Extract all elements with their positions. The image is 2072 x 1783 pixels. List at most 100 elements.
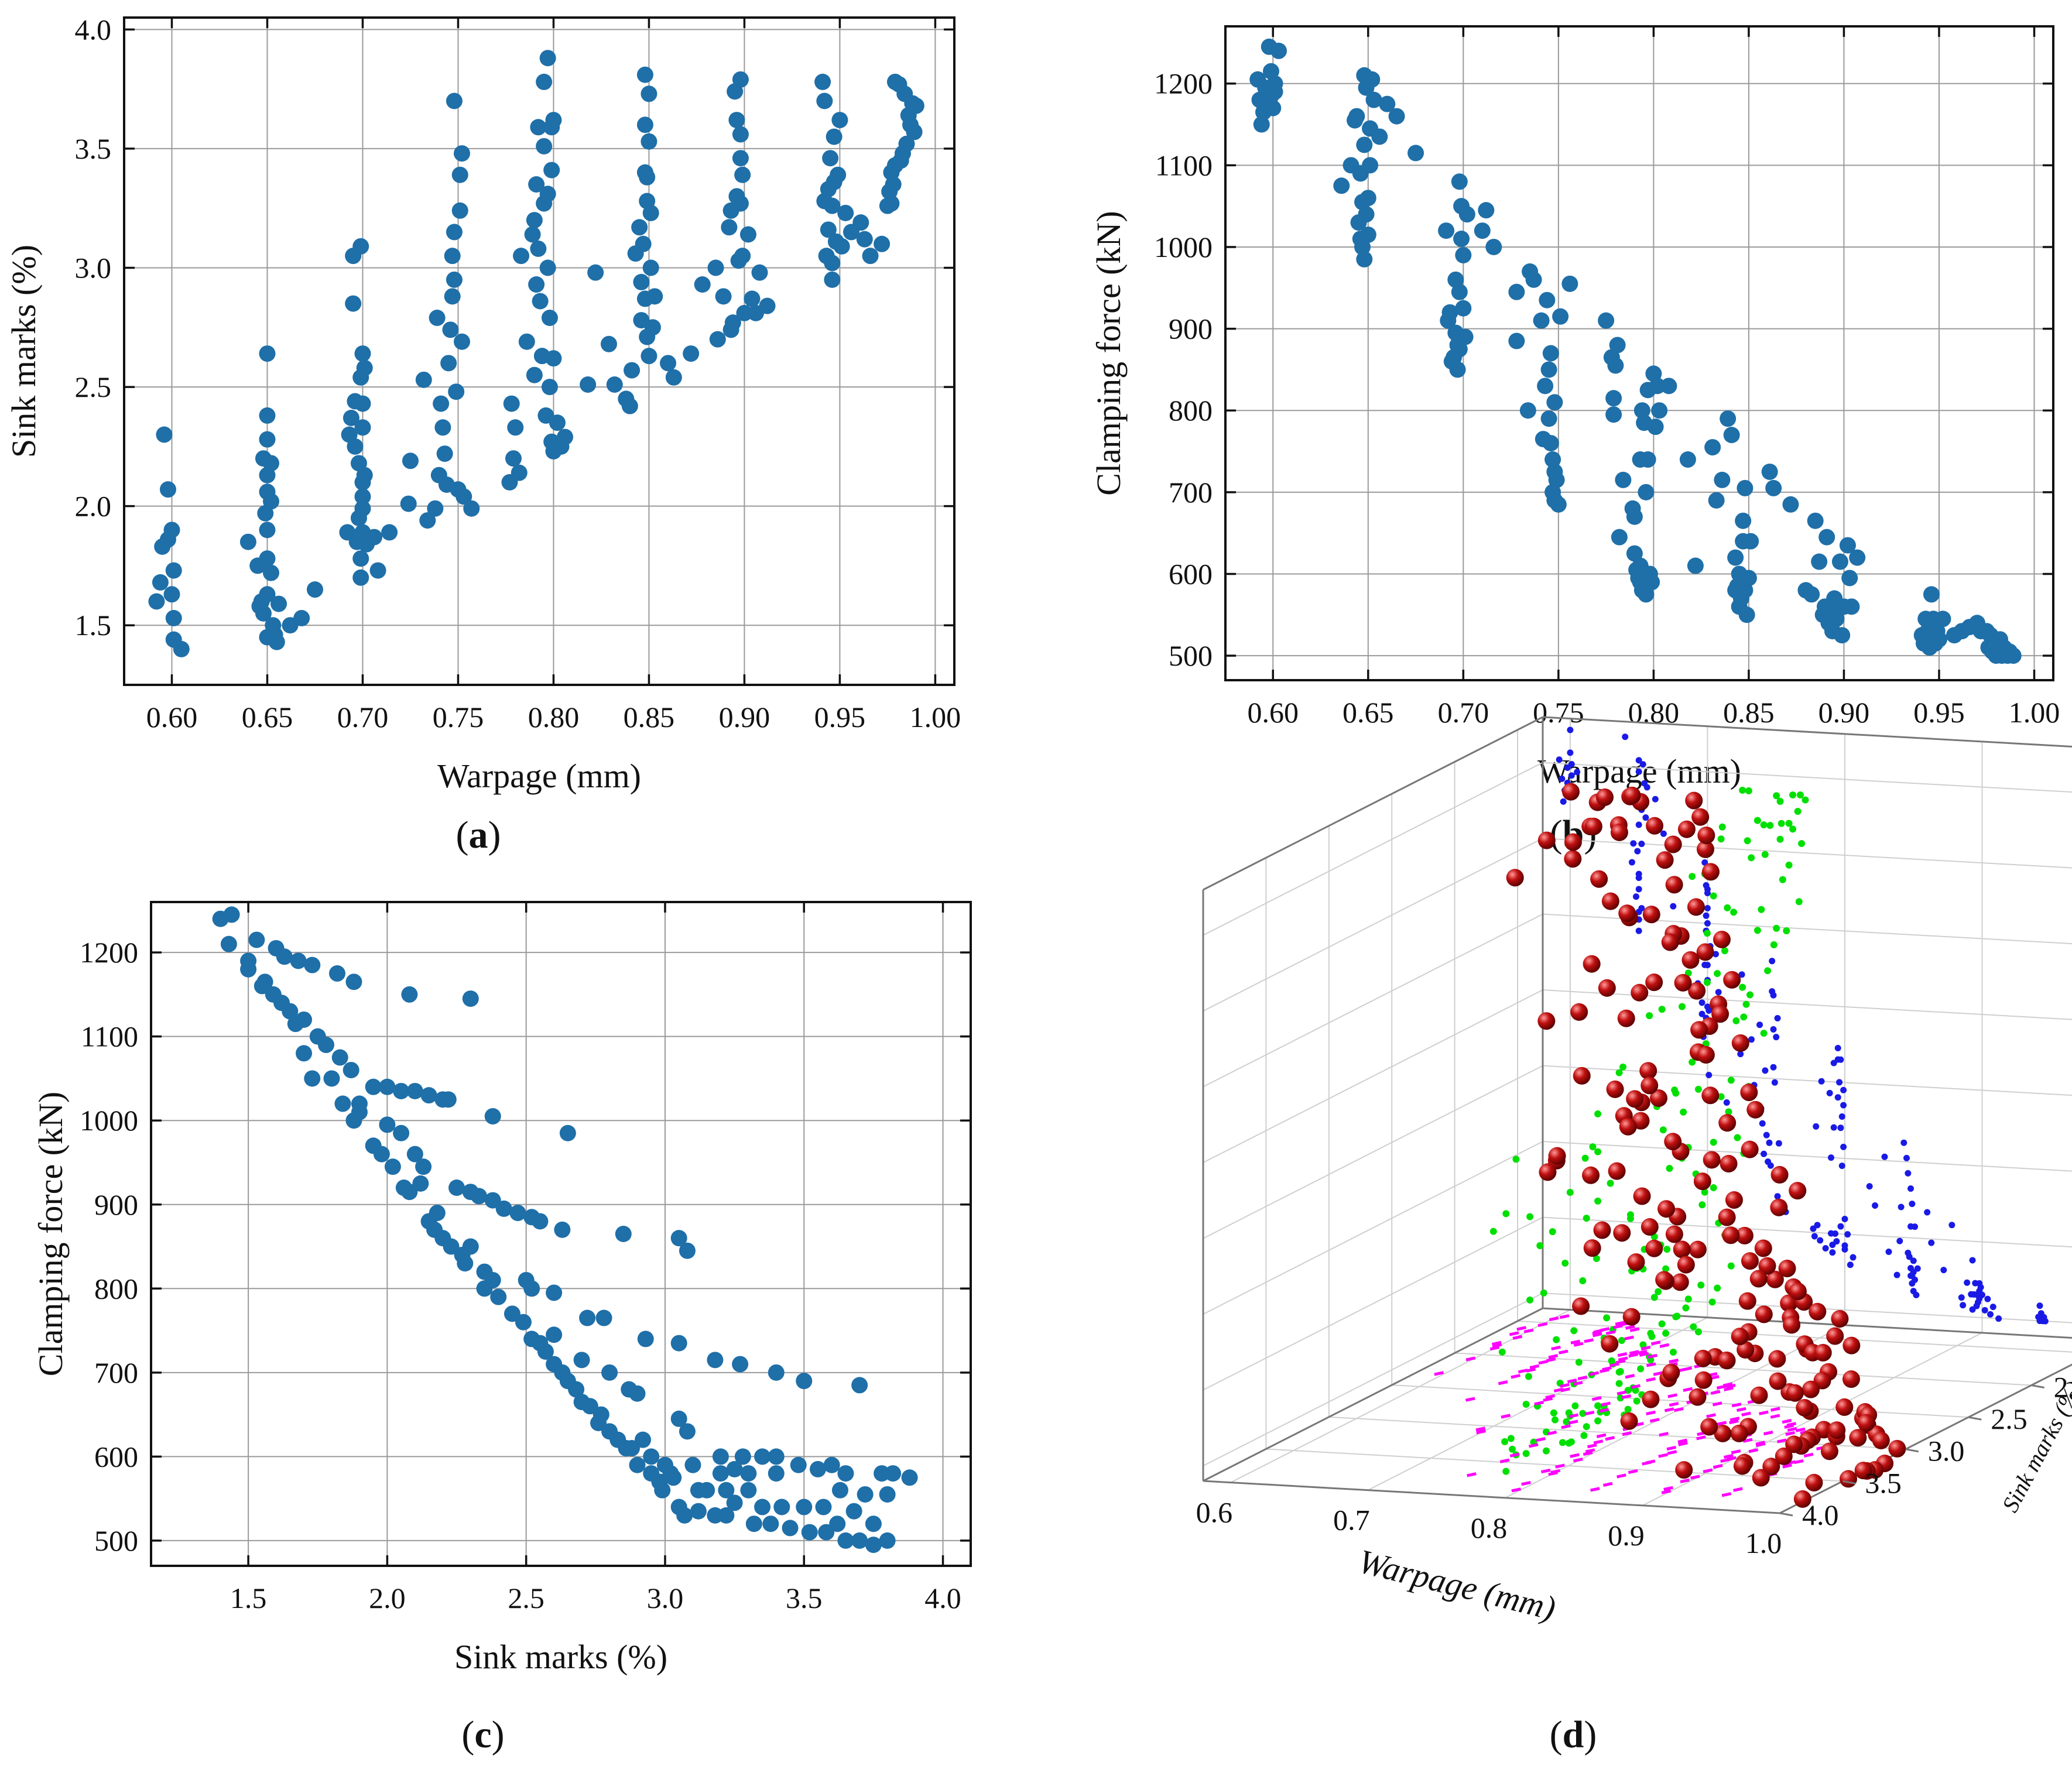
data-point (453, 333, 470, 350)
data-point (1607, 357, 1624, 374)
projection-sink-clamping-point (1540, 1289, 1547, 1297)
data-point (857, 1486, 874, 1503)
data-point (641, 133, 657, 150)
projection-warpage-clamping-point (1832, 1230, 1839, 1237)
data-point-3d (1639, 1062, 1657, 1080)
y-tick (2031, 1384, 2044, 1388)
data-point (1598, 312, 1615, 329)
projection-sink-clamping-point (1522, 1400, 1530, 1408)
data-point (851, 1377, 868, 1394)
projection-warpage-clamping-point (1770, 1026, 1777, 1033)
projection-warpage-clamping-point (1840, 1102, 1847, 1109)
data-point (429, 310, 446, 326)
y-tick-label: 1200 (1154, 67, 1213, 100)
projection-sink-clamping-point (1694, 1328, 1702, 1336)
data-point-3d (1703, 1151, 1721, 1169)
data-point (446, 92, 463, 109)
projection-sink-clamping-point (1785, 861, 1793, 869)
projection-warpage-sink-mark (1663, 1486, 1673, 1491)
projection-sink-clamping-point (1672, 1089, 1680, 1097)
data-point (732, 1356, 749, 1373)
projection-warpage-sink-mark (1664, 1407, 1674, 1412)
backwall-gridline (1542, 762, 2072, 793)
projection-warpage-sink-mark (1558, 1349, 1568, 1355)
data-point (296, 1045, 313, 1062)
data-point (865, 1537, 882, 1554)
data-point (276, 948, 293, 965)
projection-warpage-clamping-point (1774, 1193, 1781, 1200)
data-point (1540, 361, 1557, 378)
data-point-3d (1731, 1328, 1749, 1346)
projection-warpage-sink-mark (1616, 1473, 1626, 1479)
projection-sink-clamping-point (1501, 1438, 1509, 1445)
x-tick-label: 0.75 (433, 701, 484, 733)
projection-warpage-clamping-point (1814, 1222, 1821, 1229)
projection-sink-clamping-point (1760, 1030, 1768, 1037)
data-point (1923, 586, 1940, 603)
data-point-3d (1646, 817, 1664, 835)
data-point-3d (1789, 1182, 1807, 1200)
projection-sink-clamping-point (1742, 1000, 1750, 1008)
data-point (754, 1448, 771, 1465)
projection-warpage-sink-mark (1501, 1414, 1511, 1419)
y-tick-label: 900 (1169, 313, 1213, 345)
data-point (352, 569, 369, 586)
data-point (796, 1499, 813, 1515)
data-point (641, 85, 657, 102)
data-point (907, 97, 924, 114)
projection-sink-clamping-point (1717, 835, 1725, 843)
projection-warpage-sink-mark (1475, 1427, 1486, 1432)
projection-warpage-clamping-point (1759, 1120, 1766, 1127)
data-point-3d (1750, 1386, 1768, 1404)
data-point (707, 1352, 724, 1369)
data-point (412, 1175, 429, 1192)
data-point-3d (1610, 823, 1628, 841)
data-point (515, 1314, 532, 1331)
data-point (554, 1221, 571, 1238)
projection-sink-clamping-point (1594, 1417, 1602, 1425)
data-point (1807, 512, 1824, 529)
data-point-3d (1537, 831, 1556, 849)
data-point (148, 593, 165, 610)
projection-warpage-sink-mark (1528, 1443, 1539, 1448)
data-point (824, 197, 841, 214)
data-point-3d (1583, 955, 1601, 973)
data-point (901, 1469, 918, 1486)
data-point (1737, 479, 1754, 496)
floor-gridline (1392, 1384, 1969, 1418)
data-point (1548, 471, 1565, 488)
data-point-3d (1593, 1221, 1611, 1239)
projection-warpage-clamping-point (1844, 1231, 1851, 1238)
data-point (401, 986, 418, 1003)
projection-warpage-clamping-point (1837, 1223, 1844, 1230)
data-point (782, 1520, 799, 1537)
x-tick-label: 0.6 (1196, 1496, 1233, 1529)
data-point-3d (1738, 1292, 1756, 1310)
projection-sink-clamping-point (1603, 1314, 1611, 1322)
projection-warpage-sink-mark (1628, 1353, 1639, 1358)
data-point-3d (1701, 1086, 1720, 1105)
data-point-3d (1696, 943, 1714, 961)
x-axis-label: Warpage (mm) (437, 757, 641, 795)
projection-warpage-clamping-point (1628, 859, 1635, 866)
projection-sink-clamping-point (1570, 1327, 1578, 1335)
x-tick-label: 4.0 (924, 1582, 961, 1614)
data-point (820, 221, 837, 238)
projection-warpage-sink-mark (1534, 1401, 1544, 1406)
projection-warpage-clamping-point (1670, 903, 1677, 910)
projection-warpage-clamping-point (1738, 971, 1745, 978)
x-axis-label: Sink marks (%) (454, 1638, 667, 1676)
data-point (845, 1503, 862, 1520)
projection-warpage-sink-mark (1573, 1381, 1583, 1386)
projection-warpage-sink-mark (1570, 1339, 1581, 1345)
data-point (259, 586, 276, 603)
data-point-3d (1656, 851, 1674, 869)
projection-warpage-clamping-point (1817, 1237, 1824, 1244)
projection-sink-clamping-point (1658, 1006, 1666, 1013)
projection-warpage-sink-mark (1653, 1371, 1663, 1376)
data-point (629, 1385, 646, 1402)
projection-warpage-clamping-point (1913, 1291, 1920, 1298)
data-point (631, 219, 648, 236)
data-point-3d (1564, 850, 1582, 868)
projection-warpage-clamping-point (1818, 1078, 1825, 1085)
